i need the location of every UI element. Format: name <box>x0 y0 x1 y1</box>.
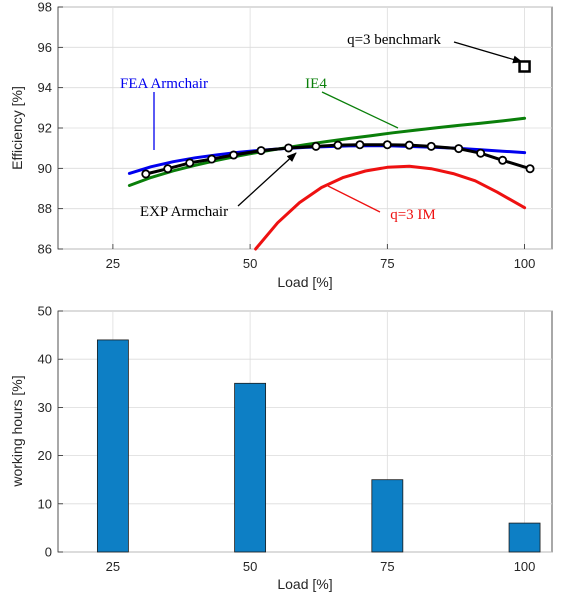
exp-armchair-point <box>284 143 294 153</box>
exp-armchair-point <box>476 148 486 158</box>
exp-armchair-point <box>355 140 365 150</box>
efficiency-y-tick-label: 88 <box>38 201 52 216</box>
efficiency-y-tick-label: 86 <box>38 242 52 257</box>
efficiency-x-tick-label: 75 <box>380 256 394 271</box>
working-hours-y-tick-label: 0 <box>45 545 52 560</box>
efficiency-x-tick-label: 25 <box>106 256 120 271</box>
working-hours-x-tick-label: 50 <box>243 559 257 574</box>
bar-load-50 <box>234 382 267 553</box>
efficiency-y-tick-label: 90 <box>38 161 52 176</box>
working-hours-x-tick-label: 100 <box>514 559 536 574</box>
working-hours-y-tick-label: 20 <box>38 448 52 463</box>
working-hours-y-tick-label: 50 <box>38 304 52 319</box>
efficiency-chart: 25 50 75 100 86 88 90 92 94 96 98 FEA Armchair IE4 q… <box>9 0 553 290</box>
working-hours-ticks: 25 50 75 100 0 10 20 30 40 50 <box>38 304 536 575</box>
bar-load-100 <box>508 522 541 553</box>
working-hours-y-axis-label: working hours [%] <box>9 375 25 487</box>
exp-armchair-point <box>141 169 151 179</box>
working-hours-chart: 25 50 75 100 0 10 20 30 40 50 Load [%] working ho… <box>9 304 553 592</box>
efficiency-x-tick-label: 50 <box>243 256 257 271</box>
efficiency-annotations: FEA Armchair IE4 q=3 benchmark EXP Armchair… <box>120 32 523 223</box>
working-hours-x-tick-label: 75 <box>380 559 394 574</box>
efficiency-y-tick-label: 92 <box>38 121 52 136</box>
exp-armchair-point <box>454 144 464 154</box>
exp-armchair-point <box>311 141 321 151</box>
exp-armchair-annotation: EXP Armchair <box>140 204 228 220</box>
q-3-im-line <box>254 164 527 251</box>
exp-armchair-point <box>333 140 343 150</box>
efficiency-y-axis-label: Efficiency [%] <box>9 86 25 170</box>
ie4-line <box>127 116 527 187</box>
exp-armchair-point <box>207 154 217 164</box>
working-hours-grid <box>58 310 552 553</box>
fea-armchair-annotation: FEA Armchair <box>120 76 208 92</box>
working-hours-y-tick-label: 30 <box>38 400 52 415</box>
efficiency-grid <box>58 6 552 250</box>
working-hours-x-tick-label: 25 <box>106 559 120 574</box>
efficiency-y-tick-label: 96 <box>38 40 52 55</box>
exp-armchair-point <box>382 140 392 150</box>
exp-armchair-point <box>229 150 239 160</box>
efficiency-y-tick-label: 98 <box>38 0 52 15</box>
bar-load-75 <box>371 479 404 553</box>
working-hours-plot-area <box>57 310 553 553</box>
ie4-pointer <box>321 91 399 129</box>
working-hours-x-axis-label: Load [%] <box>277 576 332 592</box>
exp-armchair-point <box>426 141 436 151</box>
efficiency-x-tick-label: 100 <box>514 256 536 271</box>
efficiency-ticks: 25 50 75 100 86 88 90 92 94 96 98 <box>38 0 536 271</box>
efficiency-x-axis-label: Load [%] <box>277 274 332 290</box>
q-3-benchmark-marker <box>518 60 531 73</box>
working-hours-y-tick-label: 10 <box>38 496 52 511</box>
exp-armchair-point <box>185 158 195 168</box>
exp-armchair-point <box>498 155 508 165</box>
working-hours-bars <box>96 339 541 553</box>
exp-armchair-point <box>163 164 173 174</box>
q-3-im-annotation: q=3 IM <box>390 207 436 223</box>
exp-armchair-pointer <box>237 152 297 207</box>
q-3-im-pointer <box>327 185 381 213</box>
efficiency-y-tick-label: 94 <box>38 80 52 95</box>
working-hours-y-tick-label: 40 <box>38 352 52 367</box>
exp-armchair-point <box>256 146 266 156</box>
bar-load-25 <box>96 339 129 553</box>
ie4-annotation: IE4 <box>305 76 327 92</box>
q-3-benchmark-annotation: q=3 benchmark <box>347 32 441 48</box>
efficiency-series <box>127 60 535 251</box>
exp-armchair-point <box>525 164 535 174</box>
exp-armchair-point <box>404 140 414 150</box>
q-3-benchmark-pointer <box>453 41 523 64</box>
